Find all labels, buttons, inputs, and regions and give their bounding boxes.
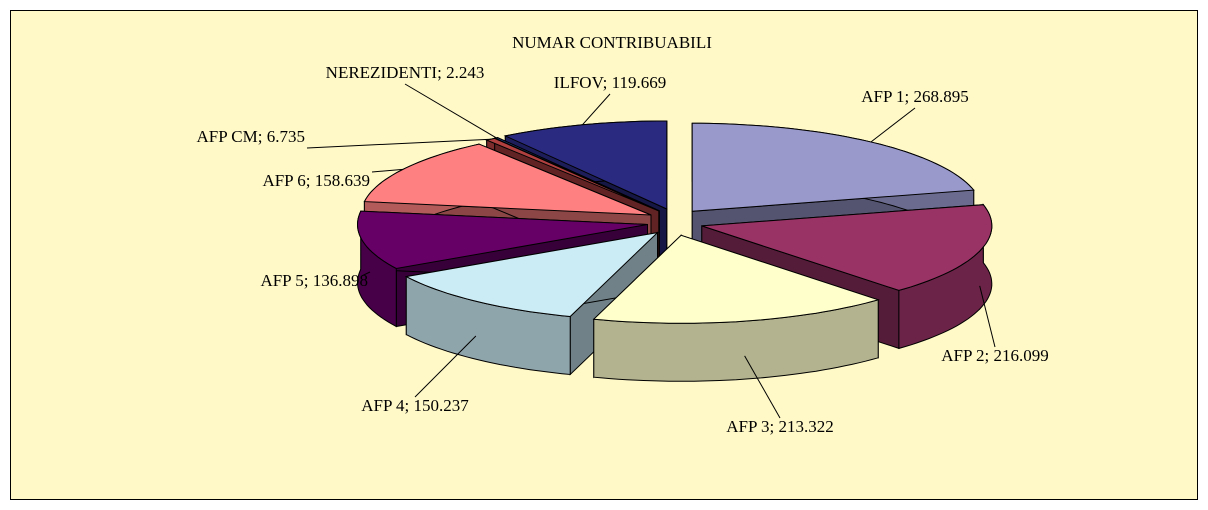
leader-line — [306, 138, 491, 149]
data-label-category: AFP 6 — [262, 171, 305, 190]
data-label-value: 158.639 — [315, 171, 370, 190]
slice — [363, 143, 652, 216]
data-label-category: NEREZIDENTI — [326, 63, 438, 82]
data-label-category: AFP 2 — [941, 346, 984, 365]
slice — [701, 204, 993, 291]
data-label-value: 150.237 — [414, 396, 470, 415]
data-label-category: AFP 5 — [260, 271, 303, 290]
leader-line — [870, 107, 916, 143]
data-label-category: AFP CM — [197, 127, 258, 146]
data-label-value: 268.895 — [914, 87, 969, 106]
data-label-value: 119.669 — [612, 73, 667, 92]
data-label-category: ILFOV — [554, 73, 605, 92]
leader-line — [371, 168, 403, 173]
slice — [356, 210, 648, 270]
data-label-category: AFP 4 — [361, 396, 405, 415]
data-label: AFP 3; 213.322 — [726, 417, 834, 436]
slice — [592, 234, 880, 324]
data-label-separator: ; — [437, 63, 446, 82]
data-label-category: AFP 1 — [861, 87, 904, 106]
data-label-separator: ; — [304, 271, 313, 290]
slice — [503, 120, 668, 210]
data-label-separator: ; — [405, 396, 414, 415]
data-label: AFP 1; 268.895 — [861, 87, 969, 106]
leader-line — [362, 271, 371, 276]
data-label-value: 2.243 — [446, 63, 484, 82]
data-label: AFP 4; 150.237 — [361, 396, 469, 415]
data-label-value: 6.735 — [267, 127, 305, 146]
data-label-value: 213.322 — [779, 417, 834, 436]
slice — [592, 234, 880, 382]
data-label-separator: ; — [985, 346, 994, 365]
data-label-separator: ; — [905, 87, 914, 106]
data-label-value: 136.898 — [313, 271, 368, 290]
data-label-separator: ; — [770, 417, 779, 436]
data-label: ILFOV; 119.669 — [554, 73, 666, 92]
data-label-category: AFP 3 — [726, 417, 769, 436]
data-label: AFP 6; 158.639 — [262, 171, 370, 190]
slice — [691, 122, 975, 212]
slice — [404, 231, 660, 318]
leader-line — [979, 285, 996, 348]
data-label: NEREZIDENTI; 2.243 — [326, 63, 485, 82]
data-label-separator: ; — [603, 73, 612, 92]
chart-title: NUMAR CONTRIBUABILI — [512, 33, 712, 52]
leader-line — [414, 335, 477, 398]
data-label: AFP 5; 136.898 — [260, 271, 368, 290]
leader-line — [582, 93, 611, 126]
data-label: AFP 2; 216.099 — [941, 346, 1049, 365]
data-label-separator: ; — [306, 171, 315, 190]
data-label-value: 216.099 — [994, 346, 1049, 365]
leader-line — [404, 83, 497, 139]
data-label-separator: ; — [258, 127, 267, 146]
data-label: AFP CM; 6.735 — [197, 127, 306, 146]
leader-line — [744, 355, 781, 419]
